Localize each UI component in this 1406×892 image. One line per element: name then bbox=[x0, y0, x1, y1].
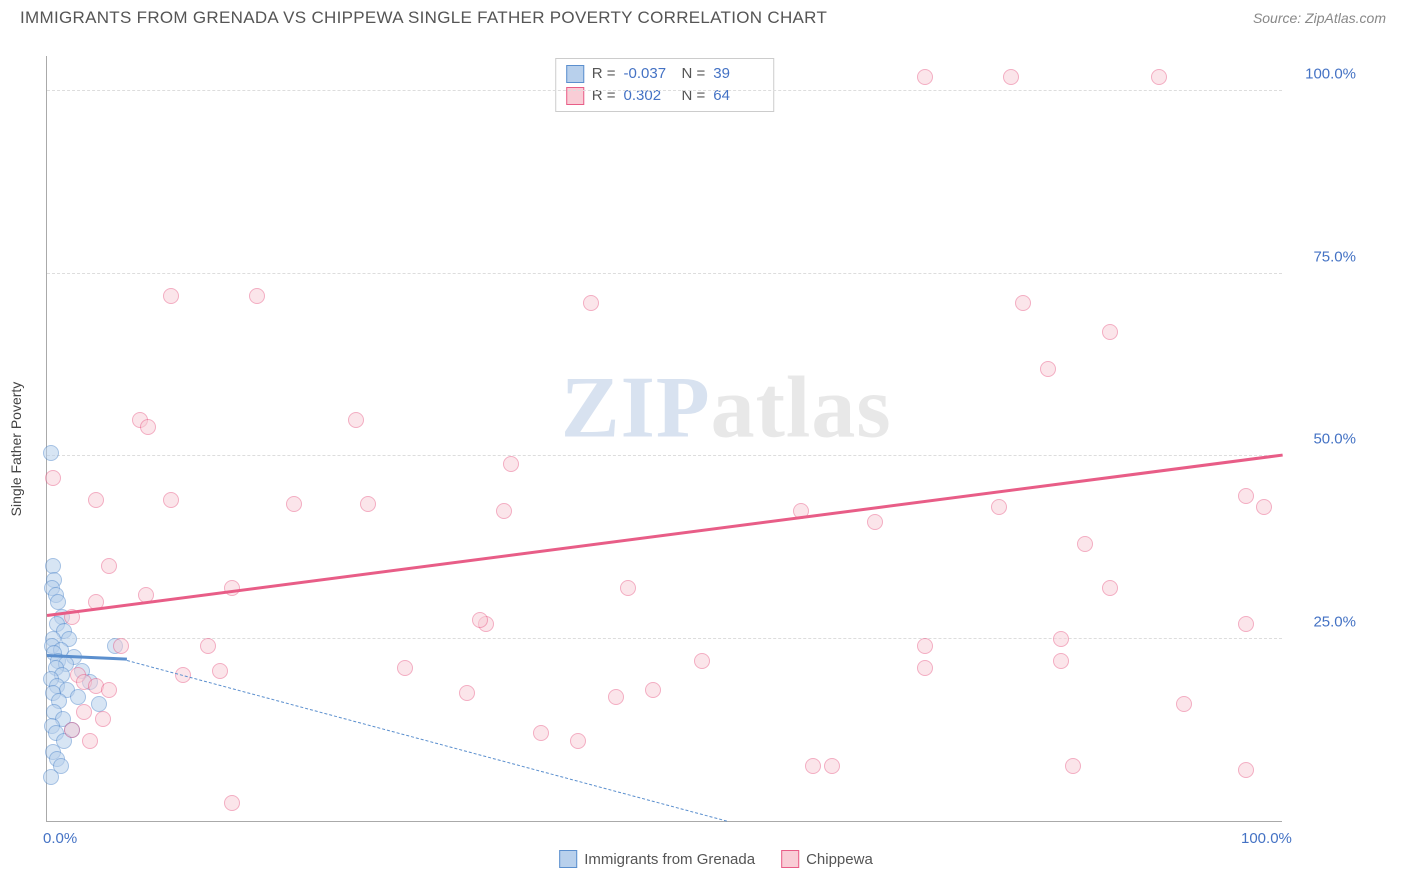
stat-r-value: 0.302 bbox=[624, 85, 674, 107]
stat-r-label: R = bbox=[592, 85, 616, 107]
scatter-point bbox=[82, 733, 98, 749]
scatter-point bbox=[503, 456, 519, 472]
scatter-point bbox=[50, 594, 66, 610]
stat-n-value: 39 bbox=[713, 63, 763, 85]
scatter-point bbox=[212, 663, 228, 679]
scatter-point bbox=[397, 660, 413, 676]
scatter-point bbox=[1065, 758, 1081, 774]
scatter-point bbox=[1102, 580, 1118, 596]
stats-row: R = -0.037 N = 39 bbox=[566, 63, 764, 85]
scatter-point bbox=[645, 682, 661, 698]
scatter-point bbox=[95, 711, 111, 727]
scatter-point bbox=[45, 470, 61, 486]
scatter-point bbox=[45, 558, 61, 574]
legend-item: Immigrants from Grenada bbox=[559, 850, 755, 868]
stat-n-label: N = bbox=[682, 85, 706, 107]
scatter-point bbox=[163, 492, 179, 508]
scatter-point bbox=[608, 689, 624, 705]
chart-title: IMMIGRANTS FROM GRENADA VS CHIPPEWA SING… bbox=[20, 8, 827, 28]
scatter-point bbox=[620, 580, 636, 596]
gridline bbox=[47, 273, 1282, 274]
scatter-point bbox=[200, 638, 216, 654]
scatter-point bbox=[286, 496, 302, 512]
scatter-point bbox=[101, 558, 117, 574]
scatter-point bbox=[917, 660, 933, 676]
scatter-point bbox=[1003, 69, 1019, 85]
scatter-point bbox=[1040, 361, 1056, 377]
scatter-point bbox=[570, 733, 586, 749]
scatter-point bbox=[163, 288, 179, 304]
scatter-point bbox=[694, 653, 710, 669]
gridline bbox=[47, 638, 1282, 639]
chart-container: Single Father Poverty ZIPatlas R = -0.03… bbox=[46, 56, 1386, 842]
scatter-point bbox=[113, 638, 129, 654]
scatter-point bbox=[533, 725, 549, 741]
scatter-point bbox=[1053, 631, 1069, 647]
y-tick-label: 75.0% bbox=[1313, 248, 1356, 265]
scatter-point bbox=[70, 689, 86, 705]
legend-label: Immigrants from Grenada bbox=[584, 851, 755, 868]
gridline bbox=[47, 455, 1282, 456]
scatter-point bbox=[140, 419, 156, 435]
scatter-point bbox=[43, 769, 59, 785]
scatter-point bbox=[360, 496, 376, 512]
stats-legend-box: R = -0.037 N = 39R = 0.302 N = 64 bbox=[555, 58, 775, 112]
scatter-point bbox=[583, 295, 599, 311]
y-tick-label: 25.0% bbox=[1313, 613, 1356, 630]
legend-label: Chippewa bbox=[806, 851, 873, 868]
scatter-point bbox=[496, 503, 512, 519]
plot-area: ZIPatlas R = -0.037 N = 39R = 0.302 N = … bbox=[46, 56, 1282, 822]
scatter-point bbox=[88, 492, 104, 508]
scatter-point bbox=[224, 795, 240, 811]
scatter-point bbox=[472, 612, 488, 628]
scatter-point bbox=[991, 499, 1007, 515]
scatter-point bbox=[1256, 499, 1272, 515]
scatter-point bbox=[1077, 536, 1093, 552]
stat-r-value: -0.037 bbox=[624, 63, 674, 85]
source-label: Source: ZipAtlas.com bbox=[1253, 10, 1386, 26]
y-tick-label: 100.0% bbox=[1305, 66, 1356, 83]
bottom-legend: Immigrants from Grenada Chippewa bbox=[559, 850, 873, 868]
scatter-point bbox=[917, 69, 933, 85]
scatter-point bbox=[1238, 762, 1254, 778]
gridline bbox=[47, 90, 1282, 91]
x-tick-label: 0.0% bbox=[43, 830, 77, 847]
swatch-icon bbox=[566, 65, 584, 83]
y-axis-label: Single Father Poverty bbox=[8, 382, 24, 517]
scatter-point bbox=[43, 445, 59, 461]
stat-r-label: R = bbox=[592, 63, 616, 85]
scatter-point bbox=[867, 514, 883, 530]
scatter-point bbox=[1102, 324, 1118, 340]
scatter-point bbox=[459, 685, 475, 701]
stat-n-label: N = bbox=[682, 63, 706, 85]
stat-n-value: 64 bbox=[713, 85, 763, 107]
y-tick-label: 50.0% bbox=[1313, 431, 1356, 448]
trend-extension bbox=[127, 660, 727, 821]
scatter-point bbox=[91, 696, 107, 712]
scatter-point bbox=[1053, 653, 1069, 669]
scatter-point bbox=[1238, 616, 1254, 632]
scatter-point bbox=[348, 412, 364, 428]
scatter-point bbox=[1151, 69, 1167, 85]
scatter-point bbox=[1176, 696, 1192, 712]
scatter-point bbox=[76, 704, 92, 720]
trend-line bbox=[47, 453, 1283, 616]
stats-row: R = 0.302 N = 64 bbox=[566, 85, 764, 107]
scatter-point bbox=[824, 758, 840, 774]
swatch-icon bbox=[559, 850, 577, 868]
x-tick-label: 100.0% bbox=[1241, 830, 1292, 847]
scatter-point bbox=[101, 682, 117, 698]
scatter-point bbox=[805, 758, 821, 774]
swatch-icon bbox=[781, 850, 799, 868]
scatter-point bbox=[1238, 488, 1254, 504]
scatter-point bbox=[64, 722, 80, 738]
legend-item: Chippewa bbox=[781, 850, 873, 868]
scatter-point bbox=[249, 288, 265, 304]
scatter-point bbox=[1015, 295, 1031, 311]
watermark: ZIPatlas bbox=[561, 357, 892, 458]
scatter-point bbox=[917, 638, 933, 654]
